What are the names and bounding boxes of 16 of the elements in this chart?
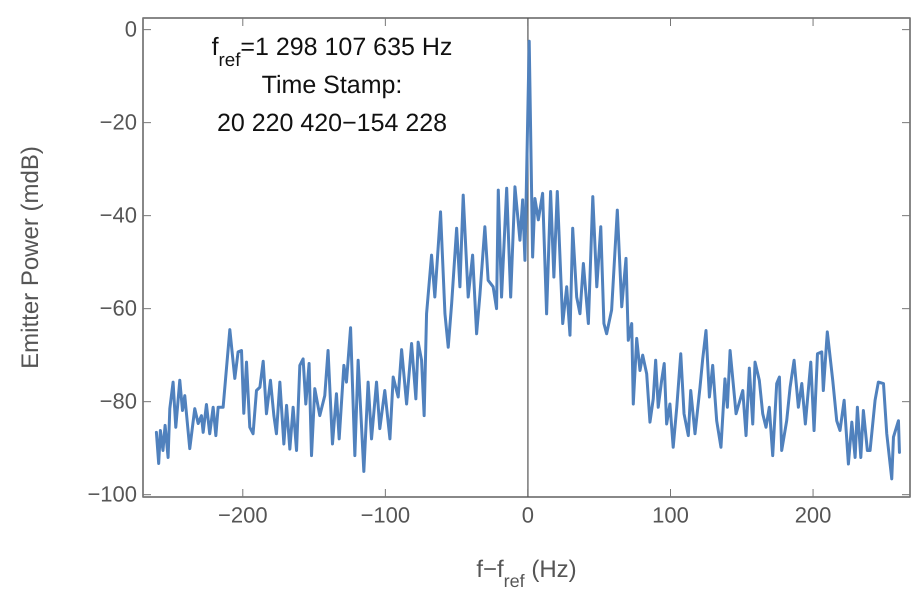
annotation: 20 220 420−154 228 [216, 109, 448, 137]
annotation: f$_{ref}$=1 298 107 635 Hz [212, 33, 452, 70]
annotation: Time Stamp: [262, 71, 402, 99]
y-tick-label: −60 [100, 296, 137, 321]
y-tick-label: −100 [87, 482, 137, 507]
x-tick-label: 100 [652, 502, 689, 528]
x-axis-title: f−f$_{ref}$ (Hz) [476, 556, 577, 591]
y-tick-label: −80 [100, 388, 137, 414]
x-tick-label: −200 [218, 502, 268, 528]
y-tick-label: 0 [124, 16, 137, 42]
x-tick-label: 0 [522, 502, 534, 528]
y-axis-title: Emitter Power (mdB) [17, 146, 44, 369]
x-tick-label: 200 [794, 502, 832, 528]
y-tick-label: −20 [100, 110, 137, 135]
x-tick-label: −100 [360, 502, 410, 528]
y-tick-label: −40 [100, 202, 137, 228]
